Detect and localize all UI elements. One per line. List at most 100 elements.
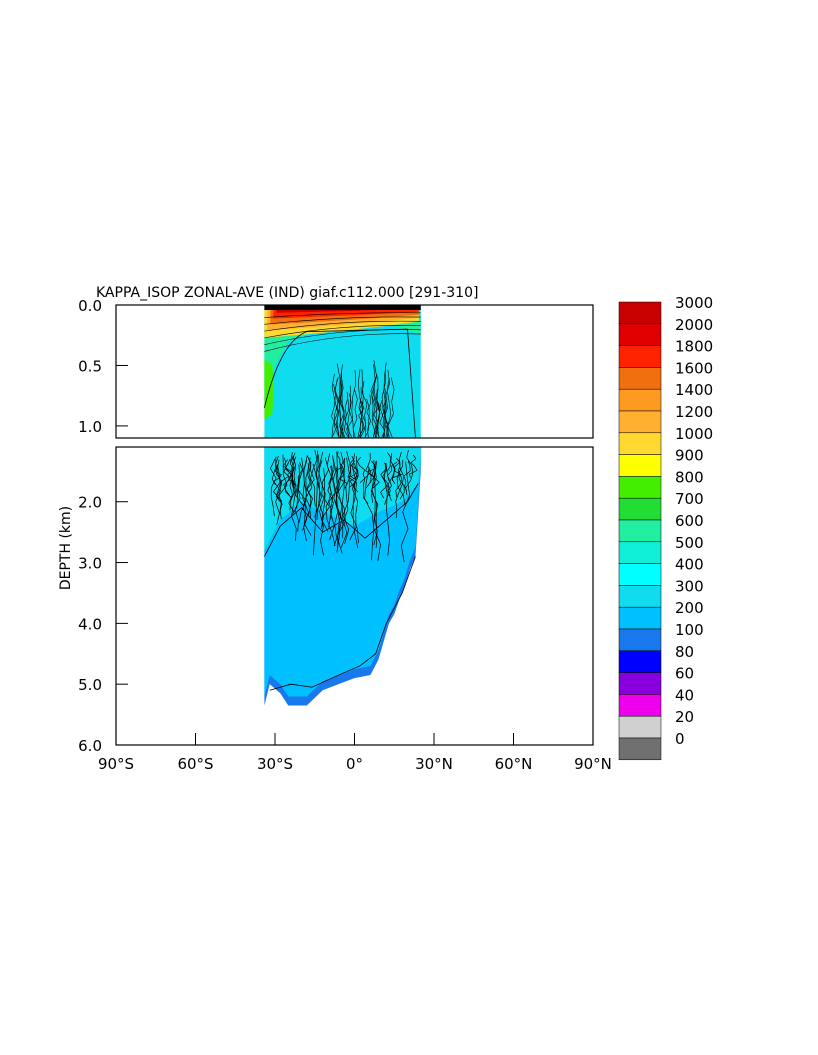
contour-line — [371, 384, 378, 438]
colorbar-swatch — [618, 715, 662, 739]
contour-line — [364, 467, 375, 561]
contour-line — [306, 461, 315, 517]
contour-line — [294, 464, 301, 532]
colorbar-swatch — [618, 585, 662, 608]
colorbar-swatch — [618, 345, 662, 368]
colorbar-swatch — [618, 519, 662, 543]
contour-line — [392, 461, 403, 481]
colorbar-label: 600 — [675, 512, 704, 530]
contour-line — [269, 556, 416, 691]
contour-line — [409, 454, 418, 479]
colorbar-swatch — [618, 454, 662, 477]
contour-line — [264, 320, 421, 332]
contour-line — [343, 399, 349, 438]
contour-line — [372, 364, 377, 438]
contour-line — [291, 452, 299, 500]
y-tick-label: 4.0 — [78, 615, 102, 633]
colorbar-label: 1800 — [675, 338, 713, 356]
colorbar-swatch — [618, 388, 662, 412]
colorbar-swatch — [618, 672, 662, 695]
contour-line — [379, 400, 386, 438]
contour-line — [366, 394, 371, 438]
contour-line — [400, 461, 410, 563]
contour-line — [386, 452, 391, 481]
contour-line — [264, 316, 421, 325]
contour-line — [391, 457, 401, 484]
contour-line — [364, 398, 370, 438]
colorbar-swatch — [618, 606, 662, 630]
contour-line — [357, 369, 363, 438]
contour-line — [352, 389, 358, 438]
contour-line — [373, 460, 381, 562]
contour-line — [346, 393, 353, 438]
contour-line — [359, 401, 367, 438]
colorbar-label: 0 — [675, 730, 685, 748]
upper-panel-frame — [115, 304, 594, 439]
contour-line — [342, 457, 350, 545]
contour-line — [336, 467, 346, 548]
colorbar-label: 100 — [675, 621, 704, 639]
contour-line — [289, 455, 296, 511]
colorbar-swatch — [618, 650, 662, 673]
colorbar-label: 80 — [675, 643, 694, 661]
colorbar-swatch — [618, 301, 662, 325]
colorbar-label: 60 — [675, 665, 694, 683]
contour-line — [375, 388, 381, 438]
lower-panel-data — [264, 447, 421, 706]
contour-line — [335, 451, 340, 553]
contour-line — [356, 456, 366, 483]
upper-panel-data — [264, 305, 421, 438]
chart-title: KAPPA_ISOP ZONAL-AVE (IND) giaf.c112.000… — [96, 285, 478, 301]
x-tick-label: 30°N — [415, 755, 453, 773]
contour-line — [367, 460, 377, 483]
contour-line — [338, 375, 345, 438]
contour-line — [349, 462, 359, 541]
contour-line — [264, 328, 416, 438]
contour-line — [387, 453, 396, 501]
contour-line — [380, 462, 388, 499]
contour-line — [287, 452, 297, 486]
x-tick-label: 60°N — [495, 755, 533, 773]
colorbar-label: 700 — [675, 490, 704, 508]
contour-line — [350, 453, 359, 544]
colorbar-swatch — [618, 323, 662, 346]
contour-line — [319, 467, 326, 556]
colorbar-swatch — [618, 432, 662, 455]
contour-line — [310, 449, 318, 507]
y-tick-label: 0.5 — [78, 357, 102, 375]
contour-line — [282, 459, 293, 499]
surface-mixed-layer — [264, 305, 421, 310]
contour-line — [302, 460, 308, 531]
colorbar-swatch — [618, 541, 662, 564]
contour-line — [398, 459, 405, 500]
y-tick-label: 6.0 — [78, 737, 102, 755]
contour-line — [381, 369, 388, 438]
contour-line — [386, 378, 393, 438]
contour-line — [339, 369, 345, 438]
contour-line — [381, 400, 389, 438]
x-tick-label: 30°S — [257, 755, 293, 773]
axes: 90°S 60°S 30°S 0° 30°N 60°N 90°N 0.0 0.5 1.0 2.0 3.… — [78, 297, 612, 773]
contour-line — [346, 385, 353, 438]
colorbar-label: 500 — [675, 534, 704, 552]
contour-line — [278, 454, 288, 516]
contour-line — [370, 360, 378, 438]
contour-line — [358, 387, 365, 438]
contour-line — [334, 379, 340, 438]
contour-line — [303, 463, 313, 536]
colorbar: 3000200018001600140012001000900800700600… — [618, 294, 713, 761]
contour-line — [333, 459, 339, 538]
contour-line — [336, 459, 343, 554]
contour-line — [362, 465, 372, 504]
y-tick-label: 1.0 — [78, 418, 102, 436]
y-tick-label: 0.0 — [78, 297, 102, 315]
colorbar-swatch — [618, 563, 662, 586]
colorbar-label: 20 — [675, 708, 694, 726]
contour-line — [395, 458, 402, 498]
colorbar-label: 1400 — [675, 381, 713, 399]
colorbar-label: 800 — [675, 468, 704, 486]
contour-line — [281, 457, 290, 486]
x-tick-label: 0° — [346, 755, 363, 773]
y-axis-label: DEPTH (km) — [58, 506, 74, 590]
